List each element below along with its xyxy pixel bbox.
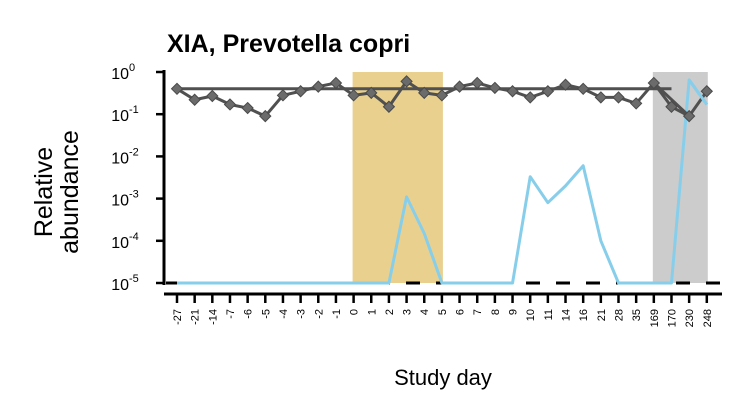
x-tick-label: 2	[384, 309, 396, 315]
x-tick-label: -14	[207, 309, 219, 325]
x-tick-label: 4	[419, 309, 431, 315]
series-1-point	[453, 80, 466, 93]
x-tick-label: -3	[296, 309, 308, 319]
series-1-point	[206, 89, 219, 103]
x-axis-label: Study day	[394, 365, 492, 390]
series-1-point	[523, 91, 537, 104]
x-tick-label: -5	[260, 309, 272, 319]
x-tick-label: 35	[631, 309, 643, 321]
x-tick-label: -2	[313, 309, 325, 319]
y-tick-label: 10	[111, 150, 129, 167]
series-1-point	[276, 89, 290, 102]
series-1-point	[647, 76, 661, 90]
series-1-point	[418, 86, 431, 100]
x-tick-label: 3	[402, 309, 414, 315]
y-tick-label: 10	[111, 66, 129, 83]
series-1-point	[576, 82, 590, 96]
y-tick-label: 10	[111, 193, 129, 210]
series-1-point	[241, 101, 254, 115]
y-tick-exponent: -1	[129, 104, 139, 116]
x-tick-label: -21	[190, 309, 202, 325]
series-1-point	[559, 78, 572, 91]
x-tick-label: -1	[331, 309, 343, 319]
y-tick-exponent: -3	[129, 189, 139, 201]
x-tick-label: 11	[543, 309, 555, 320]
x-tick-label: 230	[684, 309, 696, 327]
x-tick-label: 6	[455, 309, 467, 315]
series-2-line	[177, 78, 709, 285]
series-1-point	[541, 85, 555, 98]
series-1-point	[294, 85, 307, 98]
series-1-point	[682, 109, 696, 123]
y-tick-label: 10	[111, 235, 129, 252]
trend-line-3	[687, 79, 709, 106]
x-tick-label: -4	[278, 309, 290, 319]
x-tick-label: 8	[490, 309, 502, 315]
x-tick-label: 14	[561, 309, 573, 321]
y-tick-exponent: -2	[129, 146, 139, 158]
x-tick-label: 170	[666, 309, 678, 327]
series-1-point	[400, 75, 413, 88]
series-1-point	[471, 76, 484, 90]
series-1-point	[612, 91, 625, 104]
x-tick-label: 248	[702, 309, 714, 327]
series-1-point	[188, 93, 201, 106]
points-layer	[170, 75, 714, 123]
series-1-point	[347, 89, 360, 102]
series-1-point	[223, 98, 237, 111]
x-tick-label: 21	[596, 309, 608, 321]
y-tick-exponent: -4	[129, 231, 139, 243]
y-axis-label-line-1: Relative	[30, 147, 58, 237]
x-tick-label: 0	[349, 309, 361, 315]
x-tick-label: -6	[243, 309, 255, 319]
x-tick-label: -27	[172, 309, 184, 325]
series-1-point	[329, 76, 343, 90]
series-1-point	[700, 85, 714, 98]
chart-title: XIA, Prevotella copri	[167, 30, 410, 58]
x-tick-label: 7	[472, 309, 484, 315]
series-1-point	[488, 81, 502, 95]
x-tick-label: 169	[649, 309, 661, 327]
series-1-point	[594, 91, 608, 104]
series-1-point	[312, 80, 325, 93]
x-tick-label: 5	[437, 309, 449, 315]
y-tick-exponent: 0	[129, 62, 135, 74]
x-tick-label: 16	[578, 309, 590, 321]
series-1-point	[665, 100, 678, 113]
y-tick-exponent: -5	[129, 273, 139, 285]
series-1-point	[259, 109, 272, 123]
x-tick-label: 1	[366, 309, 378, 315]
series-1-point	[629, 97, 643, 110]
x-tick-label: 9	[508, 309, 520, 315]
series-1-point	[382, 100, 396, 113]
series-1-point	[365, 86, 378, 100]
y-tick-label: 10	[111, 108, 129, 125]
series-1-point	[506, 85, 519, 98]
x-tick-label: 10	[525, 309, 537, 321]
series-1-point	[170, 82, 184, 96]
trend-line-2	[652, 81, 691, 118]
x-tick-label: -7	[225, 309, 237, 319]
y-tick-label: 10	[111, 277, 129, 294]
y-axis-label-line-2: abundance	[56, 130, 84, 254]
x-tick-label: 28	[614, 309, 626, 321]
series-1-point	[435, 89, 449, 102]
